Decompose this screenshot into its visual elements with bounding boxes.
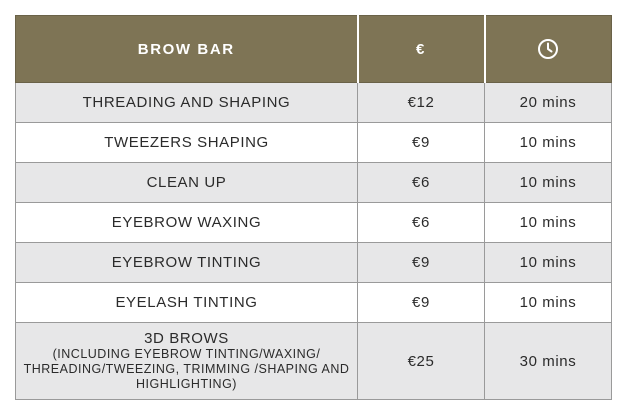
- service-name: 3D BROWS: [144, 330, 229, 347]
- clock-icon: [537, 38, 559, 60]
- service-detail: (INCLUDING EYEBROW TINTING/WAXING/ THREA…: [23, 347, 350, 391]
- service-cell: CLEAN UP: [15, 162, 358, 203]
- price-cell: €9: [357, 122, 485, 163]
- duration-cell: 20 mins: [484, 82, 612, 123]
- duration-cell: 10 mins: [484, 202, 612, 243]
- service-cell: EYELASH TINTING: [15, 282, 358, 323]
- table-row: EYEBROW WAXING €6 10 mins: [15, 202, 612, 243]
- duration-cell: 10 mins: [484, 282, 612, 323]
- table-row: TWEEZERS SHAPING €9 10 mins: [15, 122, 612, 163]
- table-row: THREADING AND SHAPING €12 20 mins: [15, 82, 612, 123]
- service-cell: EYEBROW TINTING: [15, 242, 358, 283]
- service-cell: THREADING AND SHAPING: [15, 82, 358, 123]
- price-cell: €25: [357, 322, 485, 400]
- duration-cell: 10 mins: [484, 162, 612, 203]
- price-cell: €9: [357, 282, 485, 323]
- duration-cell: 30 mins: [484, 322, 612, 400]
- price-cell: €12: [357, 82, 485, 123]
- price-cell: €9: [357, 242, 485, 283]
- service-column-header: BROW BAR: [15, 15, 358, 83]
- brow-bar-price-table: BROW BAR € THREADING AND SHAPING €12 20 …: [15, 15, 612, 400]
- table-header: BROW BAR €: [15, 15, 612, 83]
- service-cell: 3D BROWS (INCLUDING EYEBROW TINTING/WAXI…: [15, 322, 358, 400]
- table-row: 3D BROWS (INCLUDING EYEBROW TINTING/WAXI…: [15, 322, 612, 400]
- table-row: EYELASH TINTING €9 10 mins: [15, 282, 612, 323]
- table-row: EYEBROW TINTING €9 10 mins: [15, 242, 612, 283]
- service-cell: TWEEZERS SHAPING: [15, 122, 358, 163]
- duration-column-header: [483, 15, 612, 83]
- duration-cell: 10 mins: [484, 242, 612, 283]
- price-cell: €6: [357, 162, 485, 203]
- duration-cell: 10 mins: [484, 122, 612, 163]
- header-row: BROW BAR €: [15, 15, 612, 83]
- table-body: THREADING AND SHAPING €12 20 mins TWEEZE…: [15, 82, 612, 400]
- table-row: CLEAN UP €6 10 mins: [15, 162, 612, 203]
- price-cell: €6: [357, 202, 485, 243]
- service-cell: EYEBROW WAXING: [15, 202, 358, 243]
- price-column-header: €: [356, 15, 485, 83]
